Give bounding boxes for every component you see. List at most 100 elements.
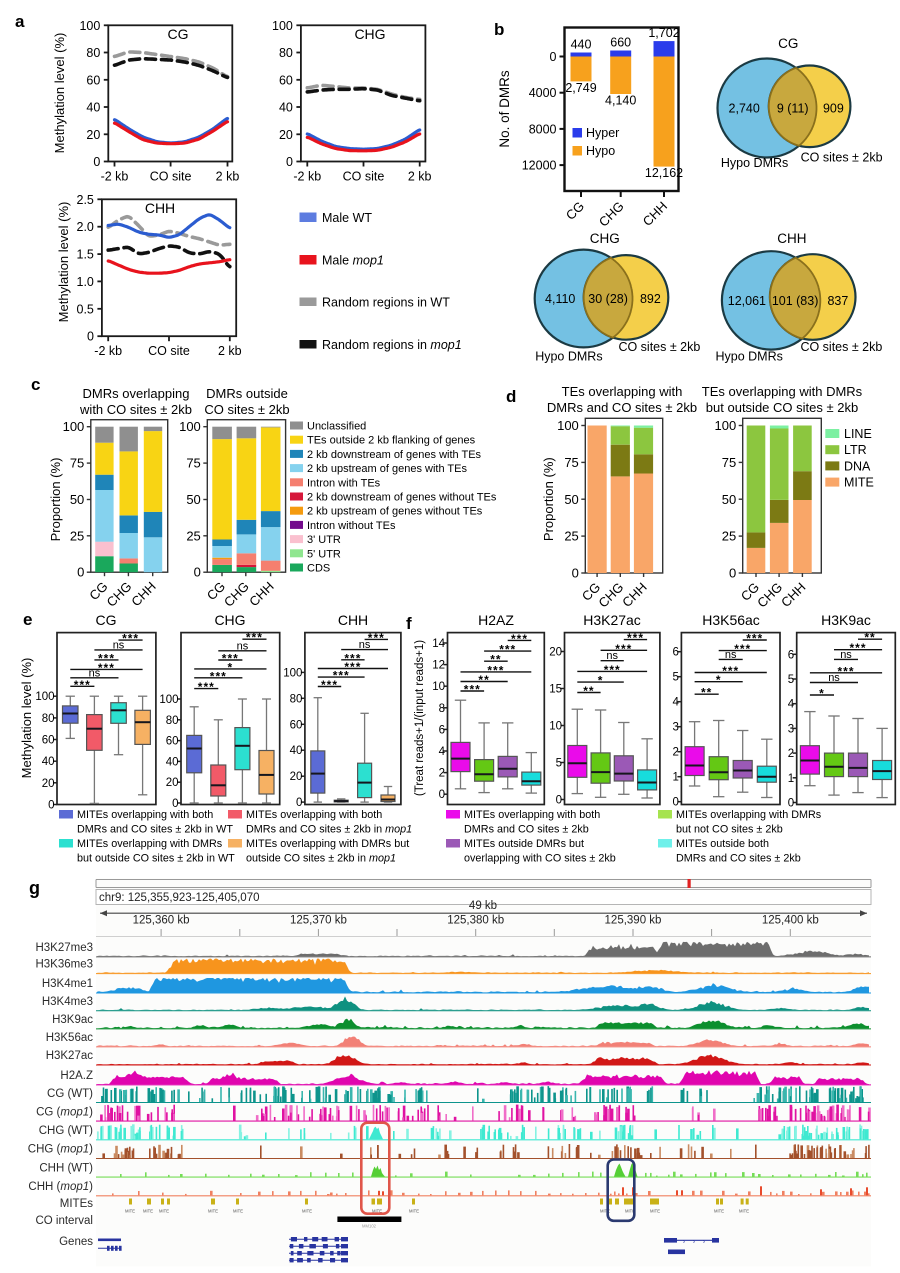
svg-text:Hypo: Hypo: [586, 144, 615, 158]
svg-text:80: 80: [166, 715, 179, 727]
svg-text:Intron without TEs: Intron without TEs: [307, 520, 396, 532]
svg-text:CDS: CDS: [307, 563, 330, 575]
svg-text:6: 6: [439, 724, 445, 736]
svg-text:100: 100: [714, 418, 736, 433]
svg-text:2 kb: 2 kb: [218, 344, 242, 358]
svg-text:MITE: MITE: [372, 1209, 382, 1214]
svg-text:1: 1: [788, 773, 794, 785]
svg-text:DMRs and CO sites ± 2kb in mop: DMRs and CO sites ± 2kb in mop1: [246, 824, 412, 836]
svg-text:ns: ns: [237, 640, 249, 652]
svg-text:LINE: LINE: [844, 427, 872, 441]
svg-text:25: 25: [564, 529, 578, 544]
svg-text:H3K4me1: H3K4me1: [42, 978, 93, 990]
svg-text:Proportion (%): Proportion (%): [541, 457, 556, 541]
svg-text:40: 40: [279, 101, 293, 115]
svg-text:20: 20: [549, 647, 562, 659]
svg-text:15: 15: [549, 684, 562, 696]
svg-text:H3K27me3: H3K27me3: [35, 942, 93, 954]
svg-text:**: **: [864, 631, 875, 645]
svg-text:60: 60: [166, 736, 179, 748]
svg-text:CO site: CO site: [148, 344, 190, 358]
svg-text:***: ***: [487, 663, 504, 677]
svg-text:9 (11): 9 (11): [777, 102, 809, 116]
svg-text:DMRs and CO sites ± 2kb: DMRs and CO sites ± 2kb: [464, 824, 589, 836]
svg-text:5' UTR: 5' UTR: [307, 548, 341, 560]
svg-text:TEs outside 2 kb flanking of g: TEs outside 2 kb flanking of genes: [307, 435, 476, 447]
svg-text:H3K36me3: H3K36me3: [35, 959, 93, 971]
svg-text:20: 20: [166, 777, 179, 789]
svg-text:CHH: CHH: [338, 612, 368, 628]
svg-text:e: e: [23, 610, 32, 629]
svg-text:d: d: [506, 387, 516, 406]
svg-text:2: 2: [788, 748, 794, 760]
svg-text:CHH (mop1): CHH (mop1): [28, 1181, 93, 1193]
svg-text:Hypo DMRs: Hypo DMRs: [721, 156, 788, 170]
svg-text:100: 100: [272, 19, 293, 33]
svg-text:25: 25: [70, 528, 84, 543]
svg-text:2 kb upstream of genes with TE: 2 kb upstream of genes with TEs: [307, 463, 467, 475]
svg-text:12,162: 12,162: [645, 166, 683, 180]
svg-text:12000: 12000: [522, 159, 557, 173]
svg-text:chr9: 125,355,923-125,405,070: chr9: 125,355,923-125,405,070: [99, 892, 260, 904]
svg-text:75: 75: [722, 455, 736, 470]
svg-text:80: 80: [279, 46, 293, 60]
svg-text:Hypo DMRs: Hypo DMRs: [716, 350, 783, 364]
svg-text:DMRs overlapping: DMRs overlapping: [83, 386, 190, 401]
svg-text:0: 0: [93, 155, 100, 169]
svg-text:**: **: [583, 684, 594, 698]
svg-text:100: 100: [557, 418, 579, 433]
svg-text:MITE: MITE: [143, 1209, 153, 1214]
svg-text:***: ***: [627, 631, 644, 645]
svg-text:1.0: 1.0: [77, 275, 94, 289]
svg-text:***: ***: [464, 683, 481, 697]
svg-text:DNA: DNA: [844, 459, 871, 473]
svg-text:3: 3: [788, 723, 794, 735]
svg-text:MITE: MITE: [233, 1209, 243, 1214]
svg-text:CHH (WT): CHH (WT): [39, 1163, 93, 1175]
svg-text:10: 10: [549, 721, 562, 733]
svg-text:909: 909: [823, 102, 844, 116]
svg-text:2.5: 2.5: [77, 193, 94, 207]
svg-text:DMRs outside: DMRs outside: [206, 386, 288, 401]
svg-text:MITE: MITE: [650, 1209, 660, 1214]
svg-text:892: 892: [640, 292, 661, 306]
svg-text:0: 0: [87, 330, 94, 344]
svg-text:MITE: MITE: [739, 1209, 749, 1214]
svg-text:12,061: 12,061: [728, 294, 766, 308]
svg-text:Methylation level (%): Methylation level (%): [52, 33, 67, 154]
svg-text:MITE: MITE: [208, 1209, 218, 1214]
svg-text:ns: ns: [113, 639, 125, 651]
svg-text:80: 80: [42, 713, 55, 725]
svg-text:Intron with TEs: Intron with TEs: [307, 477, 381, 489]
svg-text:***: ***: [122, 632, 139, 646]
svg-text:but outside CO sites ± 2kb in: but outside CO sites ± 2kb in WT: [77, 853, 235, 865]
svg-text:MITE: MITE: [159, 1209, 169, 1214]
svg-text:LTR: LTR: [844, 443, 867, 457]
svg-text:2,749: 2,749: [565, 81, 596, 95]
svg-text:0: 0: [672, 797, 678, 809]
svg-text:***: ***: [344, 660, 361, 674]
svg-text:*: *: [227, 660, 233, 674]
svg-text:***: ***: [198, 680, 215, 694]
svg-text:f: f: [406, 614, 412, 633]
svg-text:ns: ns: [828, 672, 840, 684]
svg-text:2 kb: 2 kb: [216, 170, 240, 184]
svg-text:8000: 8000: [529, 122, 557, 136]
svg-text:125,380 kb: 125,380 kb: [447, 915, 504, 927]
svg-text:60: 60: [86, 73, 100, 87]
svg-text:CO sites ± 2kb: CO sites ± 2kb: [618, 340, 700, 354]
svg-text:***: ***: [344, 651, 361, 665]
svg-text:**: **: [701, 686, 712, 700]
svg-text:MITE: MITE: [600, 1209, 610, 1214]
svg-text:60: 60: [42, 735, 55, 747]
svg-text:***: ***: [368, 631, 385, 645]
svg-text:MITEs: MITEs: [60, 1198, 93, 1210]
svg-text:MITEs overlapping with DMRs: MITEs overlapping with DMRs: [77, 838, 223, 850]
svg-text:CHH: CHH: [777, 231, 806, 246]
svg-text:2.0: 2.0: [77, 220, 94, 234]
svg-text:CG: CG: [168, 26, 189, 42]
svg-text:***: ***: [734, 642, 751, 656]
svg-text:50: 50: [722, 492, 736, 507]
svg-text:Male WT: Male WT: [322, 211, 372, 225]
svg-text:0: 0: [788, 798, 794, 810]
